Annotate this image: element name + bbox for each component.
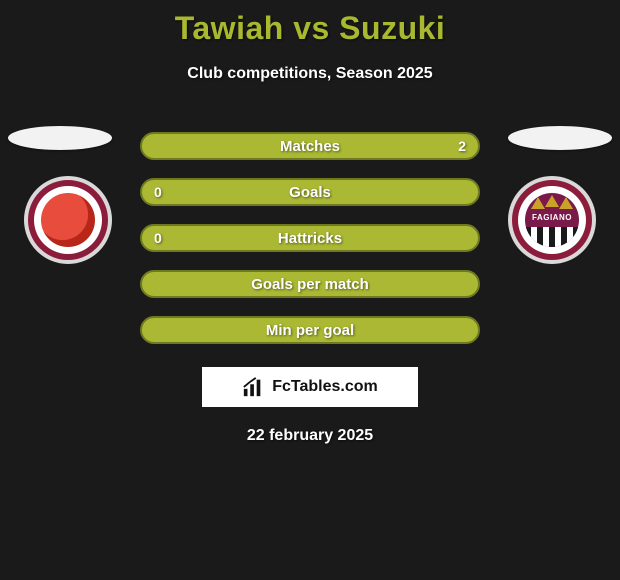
stat-label: Matches — [280, 138, 340, 155]
stat-label: Goals per match — [251, 276, 369, 293]
stat-pill-gpm: Goals per match — [140, 270, 480, 298]
stats-list: Matches 2 0 Goals 0 Hattricks Goals per … — [0, 123, 620, 353]
stat-row: 0 Hattricks — [0, 215, 620, 261]
page-title: Tawiah vs Suzuki — [0, 0, 620, 47]
bar-chart-icon — [242, 376, 264, 398]
fctables-label: FcTables.com — [272, 378, 378, 396]
date-label: 22 february 2025 — [0, 427, 620, 445]
stat-row: 0 Goals — [0, 169, 620, 215]
stat-label: Min per goal — [266, 322, 354, 339]
stat-left-value: 0 — [154, 184, 162, 200]
stat-label: Goals — [289, 184, 331, 201]
stat-pill-matches: Matches 2 — [140, 132, 480, 160]
stat-row: Matches 2 — [0, 123, 620, 169]
subtitle: Club competitions, Season 2025 — [0, 65, 620, 83]
stat-left-value: 0 — [154, 230, 162, 246]
stat-row: Goals per match — [0, 261, 620, 307]
stat-right-value: 2 — [458, 138, 466, 154]
stat-label: Hattricks — [278, 230, 342, 247]
fctables-badge: FcTables.com — [202, 367, 418, 407]
stat-row: Min per goal — [0, 307, 620, 353]
stat-pill-mpg: Min per goal — [140, 316, 480, 344]
infographic-root: Tawiah vs Suzuki Club competitions, Seas… — [0, 0, 620, 440]
stat-pill-hattricks: 0 Hattricks — [140, 224, 480, 252]
stat-pill-goals: 0 Goals — [140, 178, 480, 206]
